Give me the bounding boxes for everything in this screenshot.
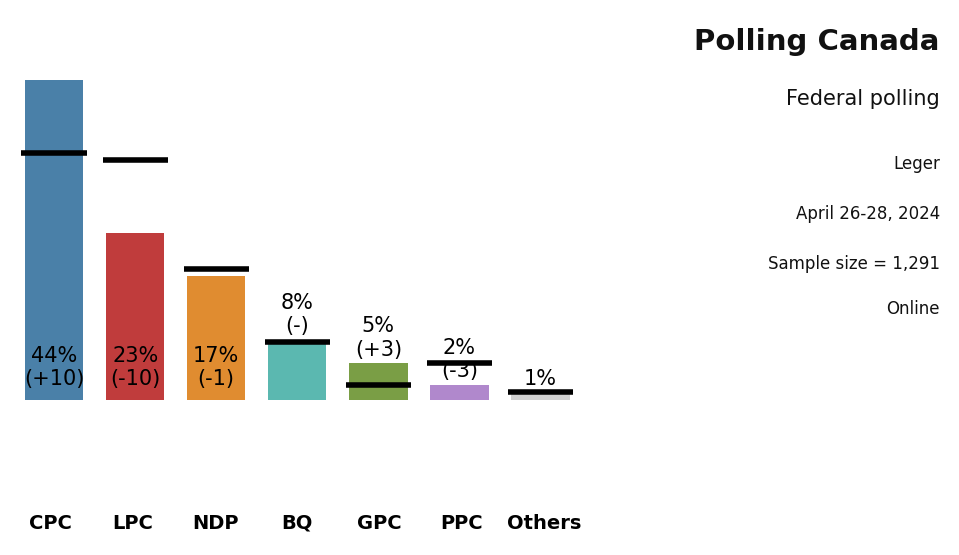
Bar xyxy=(269,341,326,400)
Bar xyxy=(25,80,83,400)
Text: 5%
(+3): 5% (+3) xyxy=(355,316,402,360)
Text: 44%
(+10): 44% (+10) xyxy=(24,346,84,388)
Text: Sample size = 1,291: Sample size = 1,291 xyxy=(768,255,940,273)
Bar xyxy=(187,276,246,400)
Bar xyxy=(106,233,164,400)
Bar xyxy=(349,364,408,400)
Text: Leger: Leger xyxy=(893,155,940,173)
Text: NDP: NDP xyxy=(192,514,239,533)
Text: LPC: LPC xyxy=(112,514,153,533)
Text: 23%
(-10): 23% (-10) xyxy=(110,346,160,388)
Text: 2%
(-3): 2% (-3) xyxy=(441,338,478,381)
Text: Others: Others xyxy=(506,514,581,533)
Text: 1%: 1% xyxy=(524,369,557,388)
Text: April 26-28, 2024: April 26-28, 2024 xyxy=(796,205,940,223)
Bar xyxy=(511,392,570,400)
Text: 17%
(-1): 17% (-1) xyxy=(193,346,240,388)
Text: CPC: CPC xyxy=(30,514,72,533)
Text: GPC: GPC xyxy=(357,514,402,533)
Bar xyxy=(431,385,488,400)
Text: PPC: PPC xyxy=(440,514,483,533)
Text: BQ: BQ xyxy=(282,514,313,533)
Text: Online: Online xyxy=(886,300,940,317)
Text: Polling Canada: Polling Canada xyxy=(694,28,940,56)
Text: 8%
(-): 8% (-) xyxy=(281,292,314,336)
Text: Federal polling: Federal polling xyxy=(786,89,940,109)
